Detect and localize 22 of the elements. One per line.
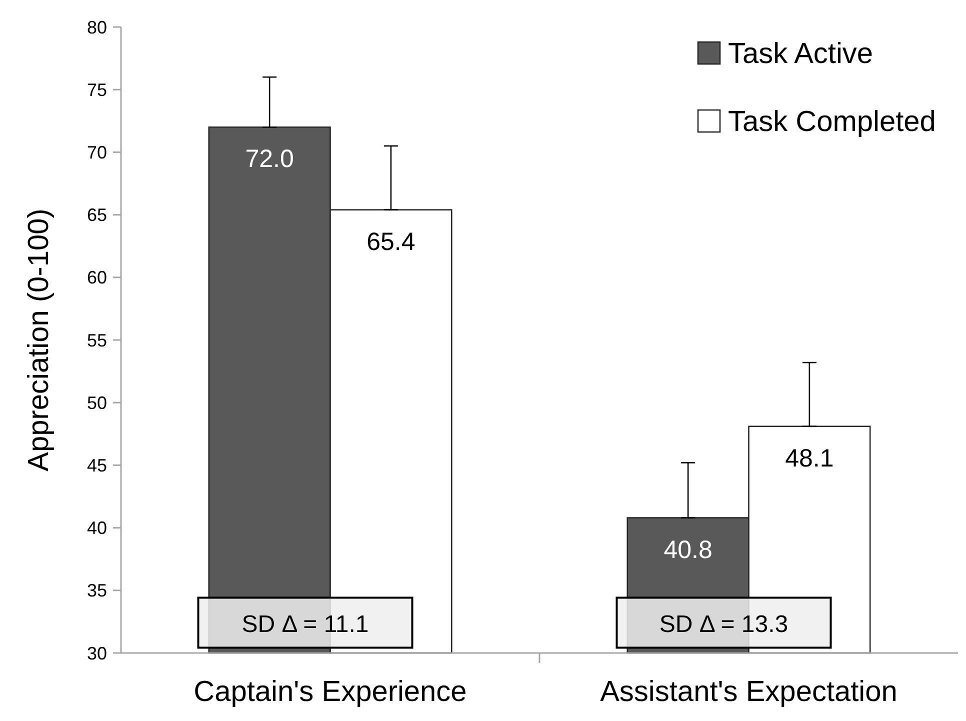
y-tick-label: 35 — [86, 580, 107, 601]
legend-label: Task Completed — [728, 106, 936, 138]
y-tick-label: 80 — [86, 17, 107, 38]
data-label: 40.8 — [664, 536, 712, 564]
annotation: SD Δ = 13.3 — [659, 611, 788, 638]
data-label: 48.1 — [785, 444, 834, 472]
annotation: SD Δ = 11.1 — [242, 611, 369, 638]
y-tick-label: 60 — [86, 268, 107, 288]
y-tick-label: 75 — [86, 80, 107, 100]
y-tick-label: 50 — [86, 392, 107, 413]
y-tick-label: 70 — [86, 142, 107, 162]
y-tick-label: 55 — [86, 330, 107, 350]
y-tick-label: 65 — [86, 205, 107, 226]
y-tick-label: 40 — [86, 518, 107, 538]
y-tick-label: 45 — [86, 456, 107, 476]
x-tick-label: Captain's Experience — [194, 676, 467, 708]
data-label: 65.4 — [366, 228, 416, 256]
legend-label: Task Active — [728, 38, 874, 70]
data-label: 72.0 — [245, 145, 294, 174]
y-tick-label: 30 — [86, 643, 107, 664]
x-tick-label: Assistant's Expectation — [600, 676, 898, 708]
y-axis-title: Appreciation (0-100) — [23, 208, 55, 472]
